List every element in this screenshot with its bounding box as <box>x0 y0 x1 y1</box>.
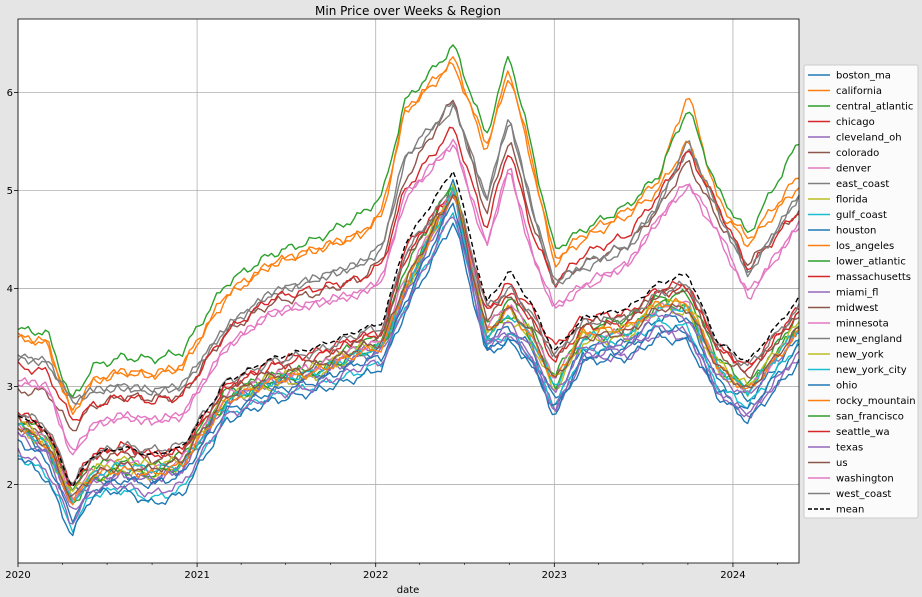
legend-label: ohio <box>836 381 857 392</box>
legend-label: florida <box>836 195 868 206</box>
series-line-san_francisco <box>17 44 800 398</box>
y-tick-label: 6 <box>7 88 13 99</box>
series-line-cleveland_oh <box>17 194 800 510</box>
series-line-us <box>17 193 800 498</box>
legend-label: san_francisco <box>836 412 904 423</box>
legend-label: midwest <box>836 303 878 314</box>
series-line-washington <box>18 138 800 451</box>
legend-label: east_coast <box>836 179 889 190</box>
legend-label: cleveland_oh <box>836 133 902 144</box>
series-line-rocky_mountain <box>17 194 800 506</box>
y-tick-label: 5 <box>7 186 13 197</box>
legend-label: denver <box>836 164 872 175</box>
legend-label: washington <box>836 474 894 485</box>
legend-label: west_coast <box>836 489 891 500</box>
series-line-houston <box>17 222 800 537</box>
legend-label: new_york_city <box>836 365 907 376</box>
legend-label: boston_ma <box>836 71 891 82</box>
legend-label: lower_atlantic <box>836 257 906 268</box>
legend-frame <box>803 64 919 519</box>
series-lines <box>17 44 800 537</box>
legend-label: houston <box>836 226 876 237</box>
series-line-texas <box>17 216 800 525</box>
legend-label: colorado <box>836 148 879 159</box>
legend-entries: boston_ma california central_atlanticchica… <box>808 71 916 516</box>
y-axis-ticks: 2 3 4 5 6 <box>7 88 18 491</box>
legend-label: us <box>836 458 848 469</box>
x-tick-label: 2023 <box>542 570 567 581</box>
legend-label: minnesota <box>836 319 889 330</box>
x-tick-label: 2020 <box>5 570 30 581</box>
legend-label: rocky_mountain <box>836 396 916 407</box>
y-tick-label: 2 <box>7 480 13 491</box>
y-tick-label: 4 <box>7 284 13 295</box>
x-axis-label: date <box>397 585 420 596</box>
legend-label: miami_fl <box>836 288 878 299</box>
x-axis-ticks: 2020 2021 2022 2023 2024 <box>5 563 778 581</box>
series-line-los_angeles <box>17 56 800 411</box>
legend-label: texas <box>836 443 863 454</box>
legend-label: central_atlantic <box>836 102 913 113</box>
series-line-mean <box>17 170 800 488</box>
series-line-california <box>17 61 800 416</box>
x-tick-label: 2024 <box>720 570 745 581</box>
legend-label: mean <box>836 505 864 516</box>
series-line-new_england <box>17 188 800 486</box>
legend-label: new_england <box>836 334 902 345</box>
legend-label: gulf_coast <box>836 210 887 221</box>
legend-label: massachusetts <box>836 272 911 283</box>
legend-label: california <box>836 86 882 97</box>
series-line-colorado <box>17 99 800 432</box>
legend-label: chicago <box>836 117 875 128</box>
plot-frame <box>17 18 800 564</box>
x-tick-label: 2022 <box>363 570 388 581</box>
x-tick-label: 2021 <box>184 570 209 581</box>
legend-label: seattle_wa <box>836 427 890 438</box>
legend-label: los_angeles <box>836 241 894 252</box>
legend: boston_ma california central_atlanticchica… <box>803 64 919 519</box>
legend-label: new_york <box>836 350 884 361</box>
y-tick-label: 3 <box>7 382 13 393</box>
series-line-west_coast <box>17 101 800 406</box>
chart-title: Min Price over Weeks & Region <box>315 4 501 18</box>
series-line-ohio <box>17 202 800 524</box>
